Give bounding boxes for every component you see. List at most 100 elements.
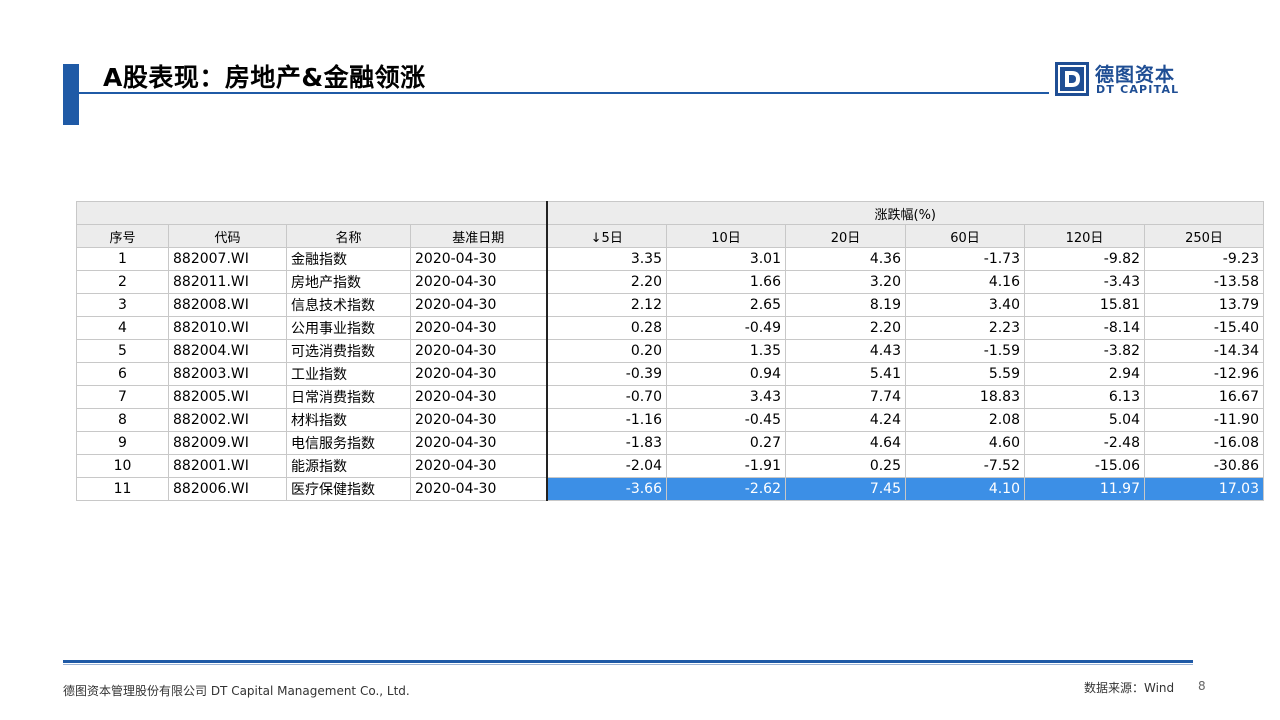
- change-value: 4.36: [785, 247, 906, 271]
- index-code: 882005.WI: [168, 385, 287, 409]
- change-value: -11.90: [1144, 408, 1264, 432]
- change-value: 17.03: [1144, 477, 1264, 501]
- change-value: -2.04: [545, 454, 667, 478]
- company-logo: 德图资本 DT CAPITAL: [1055, 62, 1185, 96]
- base-date: 2020-04-30: [410, 270, 547, 294]
- change-value: 4.64: [785, 431, 906, 455]
- change-value: -2.62: [666, 477, 786, 501]
- change-value: 2.23: [905, 316, 1025, 340]
- index-name: 房地产指数: [286, 270, 411, 294]
- column-header[interactable]: 10日: [666, 224, 786, 248]
- dt-logo-icon: [1055, 62, 1089, 96]
- column-header[interactable]: 20日: [785, 224, 906, 248]
- table-row[interactable]: 2 882011.WI 房地产指数 2020-04-30 2.20 1.66 3.20 4.1…: [76, 270, 1264, 294]
- index-name: 公用事业指数: [286, 316, 411, 340]
- change-value: 0.28: [545, 316, 667, 340]
- base-date: 2020-04-30: [410, 293, 547, 317]
- table-row[interactable]: 9 882009.WI 电信服务指数 2020-04-30 -1.83 0.27 4.64 4…: [76, 431, 1264, 455]
- index-name: 可选消费指数: [286, 339, 411, 363]
- row-number: 3: [76, 293, 169, 317]
- change-value: 16.67: [1144, 385, 1264, 409]
- column-header[interactable]: 序号: [76, 224, 169, 248]
- change-value: -0.45: [666, 408, 786, 432]
- index-code: 882001.WI: [168, 454, 287, 478]
- change-value: 6.13: [1024, 385, 1145, 409]
- index-name: 医疗保健指数: [286, 477, 411, 501]
- index-code: 882008.WI: [168, 293, 287, 317]
- row-number: 7: [76, 385, 169, 409]
- change-value: 1.35: [666, 339, 786, 363]
- change-value: -9.82: [1024, 247, 1145, 271]
- change-value: -1.83: [545, 431, 667, 455]
- column-header[interactable]: 代码: [168, 224, 287, 248]
- index-name: 工业指数: [286, 362, 411, 386]
- group-header-row: 涨跌幅(%): [76, 201, 1264, 225]
- base-date: 2020-04-30: [410, 362, 547, 386]
- change-value: -9.23: [1144, 247, 1264, 271]
- change-value: -1.16: [545, 408, 667, 432]
- change-value: 7.74: [785, 385, 906, 409]
- column-header[interactable]: 基准日期: [410, 224, 547, 248]
- table-row[interactable]: 1 882007.WI 金融指数 2020-04-30 3.35 3.01 4.36 -1.7…: [76, 247, 1264, 271]
- index-name: 金融指数: [286, 247, 411, 271]
- change-value: 2.94: [1024, 362, 1145, 386]
- change-value: -0.49: [666, 316, 786, 340]
- change-value: -12.96: [1144, 362, 1264, 386]
- table-row[interactable]: 11 882006.WI 医疗保健指数 2020-04-30 -3.66 -2.62 7.4…: [76, 477, 1264, 501]
- row-number: 10: [76, 454, 169, 478]
- footer-source: 数据来源：Wind: [1084, 681, 1175, 695]
- index-code: 882002.WI: [168, 408, 287, 432]
- title-accent-bar: [63, 64, 79, 125]
- change-value: -30.86: [1144, 454, 1264, 478]
- change-value: 2.12: [545, 293, 667, 317]
- change-value: 2.65: [666, 293, 786, 317]
- base-date: 2020-04-30: [410, 431, 547, 455]
- logo-name-en: DT CAPITAL: [1096, 83, 1180, 96]
- row-number: 4: [76, 316, 169, 340]
- row-number: 6: [76, 362, 169, 386]
- change-value: 4.43: [785, 339, 906, 363]
- table-row[interactable]: 4 882010.WI 公用事业指数 2020-04-30 0.28 -0.49 2.20 2…: [76, 316, 1264, 340]
- change-value: -1.73: [905, 247, 1025, 271]
- column-header[interactable]: 60日: [905, 224, 1025, 248]
- change-value: 3.20: [785, 270, 906, 294]
- column-header[interactable]: ↓5日: [545, 224, 667, 248]
- row-number: 11: [76, 477, 169, 501]
- column-header[interactable]: 250日: [1144, 224, 1264, 248]
- row-number: 9: [76, 431, 169, 455]
- change-value: -1.91: [666, 454, 786, 478]
- page-title: A股表现：房地产&金融领涨: [103, 63, 426, 92]
- change-value: 0.94: [666, 362, 786, 386]
- table-row[interactable]: 7 882005.WI 日常消费指数 2020-04-30 -0.70 3.43 7.74 1…: [76, 385, 1264, 409]
- change-value: -0.39: [545, 362, 667, 386]
- change-value: 0.25: [785, 454, 906, 478]
- table-row[interactable]: 8 882002.WI 材料指数 2020-04-30 -1.16 -0.45 4.24 2.…: [76, 408, 1264, 432]
- index-code: 882003.WI: [168, 362, 287, 386]
- table-row[interactable]: 6 882003.WI 工业指数 2020-04-30 -0.39 0.94 5.41 5.5…: [76, 362, 1264, 386]
- table-row[interactable]: 3 882008.WI 信息技术指数 2020-04-30 2.12 2.65 8.19 3.…: [76, 293, 1264, 317]
- column-header[interactable]: 120日: [1024, 224, 1145, 248]
- index-code: 882010.WI: [168, 316, 287, 340]
- base-date: 2020-04-30: [410, 385, 547, 409]
- change-value: 4.10: [905, 477, 1025, 501]
- table-row[interactable]: 10 882001.WI 能源指数 2020-04-30 -2.04 -1.91 0.25-…: [76, 454, 1264, 478]
- index-name: 电信服务指数: [286, 431, 411, 455]
- column-header[interactable]: 名称: [286, 224, 411, 248]
- change-value: -8.14: [1024, 316, 1145, 340]
- change-value: -15.06: [1024, 454, 1145, 478]
- base-date: 2020-04-30: [410, 339, 547, 363]
- change-value: 3.40: [905, 293, 1025, 317]
- change-value: 4.24: [785, 408, 906, 432]
- base-date: 2020-04-30: [410, 247, 547, 271]
- row-number: 2: [76, 270, 169, 294]
- logo-name-cn: 德图资本: [1095, 64, 1176, 86]
- footer-company: 德图资本管理股份有限公司 DT Capital Management Co., …: [63, 684, 410, 698]
- table-row[interactable]: 5 882004.WI 可选消费指数 2020-04-30 0.20 1.35 4.43 -1…: [76, 339, 1264, 363]
- row-number: 5: [76, 339, 169, 363]
- column-header-row: 序号 代码 名称 基准日期 ↓5日 10日 20日 60日 120日 250日: [76, 224, 1264, 248]
- change-value: 18.83: [905, 385, 1025, 409]
- footer-divider: [63, 660, 1193, 663]
- index-code: 882006.WI: [168, 477, 287, 501]
- change-value: 0.20: [545, 339, 667, 363]
